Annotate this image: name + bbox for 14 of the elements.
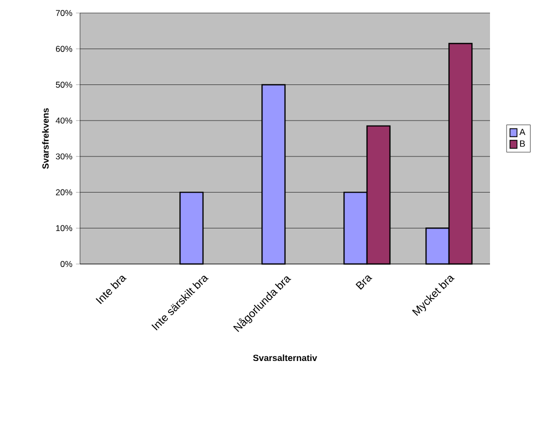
- y-tick-label: 70%: [56, 10, 72, 16]
- x-tick-label: Inte bra: [96, 276, 127, 304]
- x-axis-title: Svarsalternativ: [253, 354, 318, 362]
- y-tick-label: 50%: [56, 82, 72, 88]
- y-tick-label: 0%: [60, 261, 72, 267]
- x-tick-label: Bra: [356, 275, 372, 290]
- y-tick-label: 40%: [56, 118, 72, 124]
- y-tick-label: 10%: [56, 225, 72, 232]
- y-tick-label: 20%: [56, 189, 72, 196]
- y-tick-label: 30%: [56, 153, 72, 160]
- legend-label: B: [520, 140, 525, 147]
- y-tick-label: 60%: [56, 46, 72, 52]
- legend-label: A: [519, 128, 526, 136]
- y-axis-title: Svarsfrekvens: [42, 108, 49, 169]
